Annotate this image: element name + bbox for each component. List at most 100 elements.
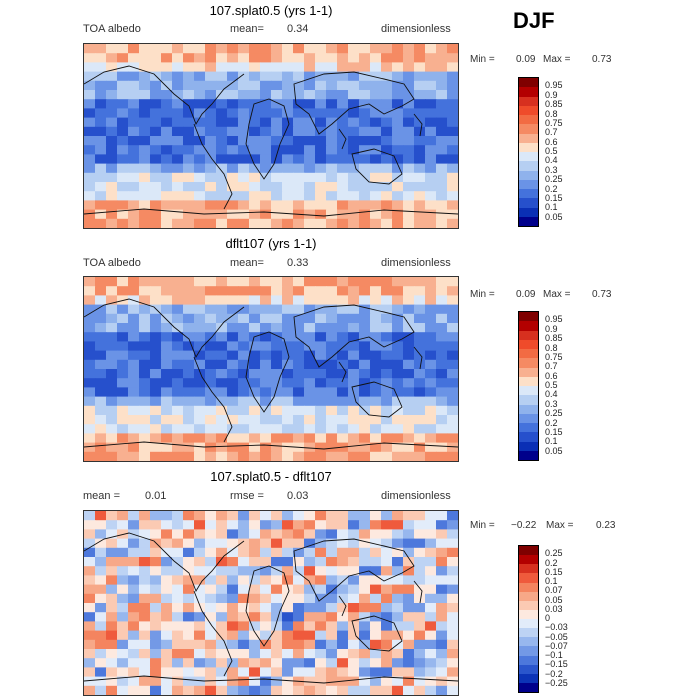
map-cell — [348, 658, 360, 668]
map-cell — [205, 154, 217, 165]
map-cell — [403, 209, 415, 220]
map-cell — [216, 593, 228, 604]
map-cell — [282, 584, 294, 595]
map-cell — [227, 676, 239, 687]
map-cell — [304, 154, 316, 165]
map-cell — [205, 575, 217, 586]
map-cell — [271, 44, 283, 54]
map-cell — [304, 603, 316, 613]
map-cell — [194, 99, 206, 109]
map-cell — [106, 136, 118, 146]
map-cell — [315, 433, 327, 444]
map-cell — [128, 575, 140, 586]
map-cell — [304, 286, 316, 296]
map-cell — [436, 209, 448, 220]
map-cell — [117, 639, 129, 650]
map-cell — [282, 53, 294, 63]
map-cell — [271, 621, 283, 632]
map-cell — [315, 378, 327, 388]
map-cell — [205, 277, 217, 287]
map-cell — [282, 126, 294, 137]
map-cell — [271, 350, 283, 361]
map-cell — [403, 182, 415, 192]
map-cell — [348, 520, 360, 530]
map-cell — [161, 685, 173, 695]
map-cell — [183, 630, 195, 641]
map-cell — [150, 182, 162, 192]
map-cell — [414, 405, 426, 416]
map-cell — [106, 304, 118, 315]
map-cell — [128, 667, 140, 678]
map-cell — [238, 108, 250, 119]
map-cell — [425, 136, 437, 146]
map-cell — [348, 639, 360, 650]
map-cell — [271, 639, 283, 650]
map-cell — [447, 209, 458, 220]
map-cell — [381, 359, 393, 370]
map-cell — [304, 369, 316, 379]
map-cell — [227, 62, 239, 73]
map-cell — [194, 557, 206, 567]
map-cell — [348, 277, 360, 287]
map-cell — [106, 584, 118, 595]
colorbar-swatch — [519, 628, 538, 638]
map-cell — [172, 667, 184, 678]
map-cell — [282, 369, 294, 379]
map-cell — [194, 341, 206, 352]
map-cell — [95, 405, 107, 416]
map-cell — [348, 332, 360, 342]
map-cell — [271, 603, 283, 613]
map-cell — [249, 218, 261, 228]
map-cell — [403, 145, 415, 155]
map-cell — [403, 405, 415, 416]
map-cell — [348, 442, 360, 453]
map-cell — [150, 566, 162, 576]
map-cell — [249, 154, 261, 165]
map-cell — [95, 378, 107, 388]
map-cell — [348, 313, 360, 324]
map-cell — [315, 172, 327, 183]
map-cell — [106, 511, 118, 521]
map-cell — [150, 277, 162, 287]
map-cell — [128, 163, 140, 174]
map-cell — [447, 658, 458, 668]
map-cell — [194, 442, 206, 453]
map-cell — [304, 621, 316, 632]
colorbar-swatch — [519, 619, 538, 629]
map-cell — [172, 304, 184, 315]
map-cell — [337, 90, 349, 100]
colorbar-swatch — [519, 582, 538, 592]
panel-3-min-value: −0.22 — [511, 520, 537, 531]
map-cell — [370, 126, 382, 137]
map-cell — [370, 547, 382, 558]
map-cell — [370, 163, 382, 174]
map-cell — [304, 99, 316, 109]
map-cell — [425, 396, 437, 407]
map-cell — [370, 154, 382, 165]
map-cell — [205, 44, 217, 54]
map-cell — [106, 667, 118, 678]
colorbar-swatch — [519, 330, 538, 340]
map-cell — [436, 277, 448, 287]
map-cell — [216, 369, 228, 379]
map-cell — [194, 685, 206, 695]
map-cell — [425, 277, 437, 287]
map-cell — [381, 630, 393, 641]
map-cell — [447, 405, 458, 416]
map-cell — [172, 649, 184, 659]
map-cell — [359, 396, 371, 407]
map-cell — [183, 154, 195, 165]
map-cell — [425, 424, 437, 434]
map-cell — [414, 136, 426, 146]
map-cell — [139, 378, 151, 388]
map-cell — [425, 154, 437, 165]
map-cell — [293, 136, 305, 146]
map-cell — [161, 126, 173, 137]
map-cell — [150, 191, 162, 201]
map-cell — [216, 529, 228, 540]
map-cell — [84, 200, 96, 211]
map-cell — [139, 286, 151, 296]
map-cell — [403, 685, 415, 695]
map-cell — [194, 511, 206, 521]
map-cell — [392, 667, 404, 678]
